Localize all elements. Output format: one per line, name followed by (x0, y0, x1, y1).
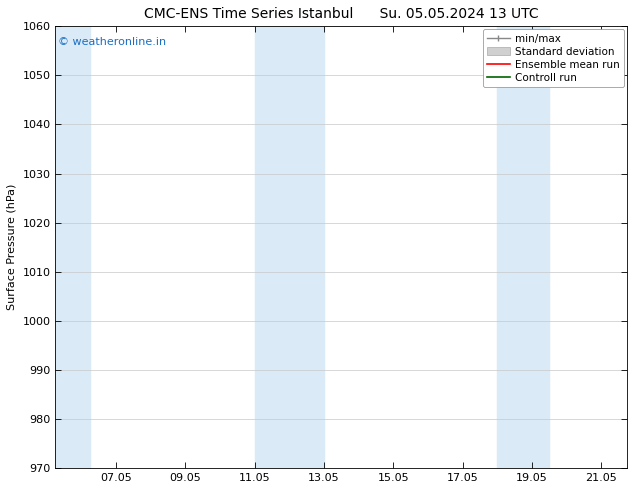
Bar (56, 26, 90, 468)
Legend: min/max, Standard deviation, Ensemble mean run, Controll run: min/max, Standard deviation, Ensemble me… (482, 29, 624, 87)
Text: © weatheronline.in: © weatheronline.in (58, 37, 167, 48)
Y-axis label: Surface Pressure (hPa): Surface Pressure (hPa) (7, 184, 17, 311)
Bar (497, 26, 549, 468)
Title: CMC-ENS Time Series Istanbul      Su. 05.05.2024 13 UTC: CMC-ENS Time Series Istanbul Su. 05.05.2… (144, 7, 539, 21)
Bar (255, 26, 324, 468)
